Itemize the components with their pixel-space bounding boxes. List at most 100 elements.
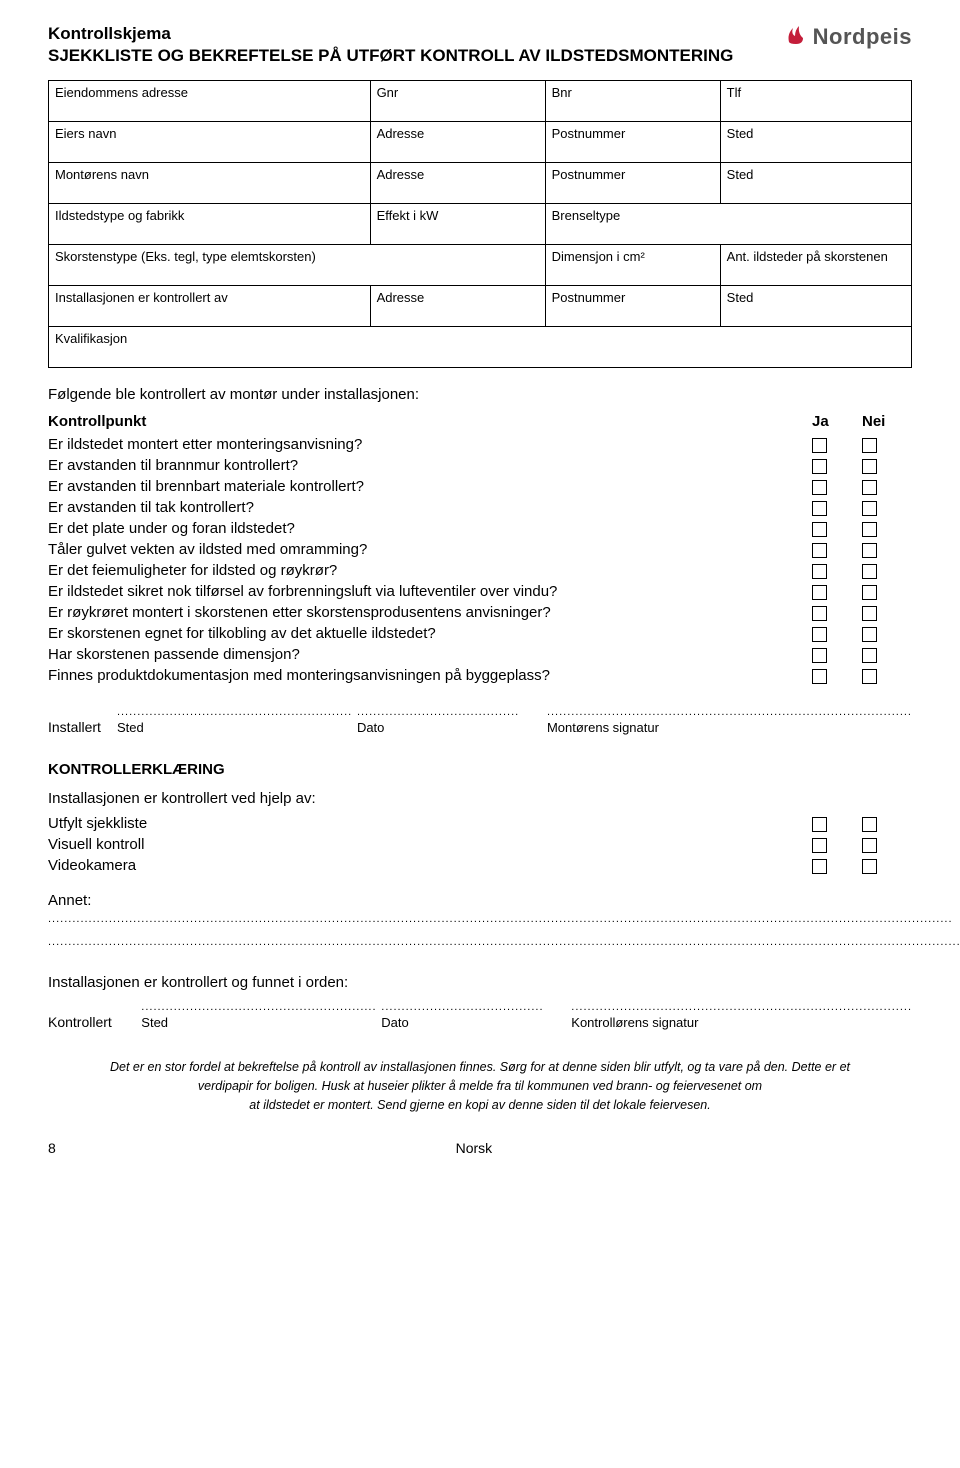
checkbox-ja[interactable]: [812, 627, 827, 642]
dato-label: Dato: [357, 720, 507, 735]
kontrollert-row: Kontrollert ............................…: [48, 1001, 912, 1030]
checklist-row: Har skorstenen passende dimensjon?: [48, 646, 912, 663]
installert-label: Installert: [48, 719, 117, 735]
cell[interactable]: Montørens navn: [49, 163, 371, 204]
logo-text: Nordpeis: [813, 24, 912, 50]
checkbox-nei[interactable]: [862, 648, 877, 663]
kontrollerk-row: Utfylt sjekkliste: [48, 815, 912, 832]
checkbox-ja[interactable]: [812, 480, 827, 495]
cell[interactable]: Adresse: [370, 122, 545, 163]
kontrollerk-item: Utfylt sjekkliste: [48, 815, 812, 832]
installert-row: Installert .............................…: [48, 706, 912, 735]
cell[interactable]: Adresse: [370, 286, 545, 327]
cell[interactable]: Postnummer: [545, 286, 720, 327]
page-number: 8: [48, 1140, 56, 1156]
checklist-row: Tåler gulvet vekten av ildsted med omram…: [48, 541, 912, 558]
cell[interactable]: Eiendommens adresse: [49, 81, 371, 122]
checklist-question: Er røykrøret montert i skorstenen etter …: [48, 604, 812, 621]
checkbox-nei[interactable]: [862, 438, 877, 453]
cell[interactable]: Eiers navn: [49, 122, 371, 163]
dots[interactable]: ........................................…: [547, 706, 912, 718]
checkbox-ja[interactable]: [812, 459, 827, 474]
cell[interactable]: Dimensjon i cm²: [545, 245, 720, 286]
cell[interactable]: Postnummer: [545, 122, 720, 163]
cell[interactable]: Gnr: [370, 81, 545, 122]
cell[interactable]: Tlf: [720, 81, 911, 122]
checklist-row: Er avstanden til brannmur kontrollert?: [48, 457, 912, 474]
checklist-row: Finnes produktdokumentasjon med monterin…: [48, 667, 912, 684]
title-main: Kontrollskjema: [48, 24, 785, 44]
cell[interactable]: Adresse: [370, 163, 545, 204]
annet-row: Annet: .................................…: [48, 892, 912, 926]
checklist-question: Finnes produktdokumentasjon med monterin…: [48, 667, 812, 684]
footnote-l2: verdipapir for boligen. Husk at huseier …: [198, 1079, 762, 1093]
checkbox-ja[interactable]: [812, 522, 827, 537]
checkbox-ja[interactable]: [812, 648, 827, 663]
dots[interactable]: ........................................…: [571, 1001, 912, 1013]
checkbox-ja[interactable]: [812, 564, 827, 579]
checklist-question: Er det feiemuligheter for ildsted og røy…: [48, 562, 812, 579]
checkbox-nei[interactable]: [862, 669, 877, 684]
dots[interactable]: ........................................: [357, 706, 507, 718]
checkbox-nei[interactable]: [862, 522, 877, 537]
cell[interactable]: Skorstenstype (Eks. tegl, type elemtskor…: [49, 245, 546, 286]
sted-label: Sted: [117, 720, 317, 735]
cell[interactable]: Ildstedstype og fabrikk: [49, 204, 371, 245]
checklist: Kontrollpunkt Ja Nei Er ildstedet monter…: [48, 413, 912, 684]
kontrollerk-item: Visuell kontroll: [48, 836, 812, 853]
kontrollert-label: Kontrollert: [48, 1014, 141, 1030]
checkbox-nei[interactable]: [862, 585, 877, 600]
checkbox-nei[interactable]: [862, 480, 877, 495]
cell[interactable]: Effekt i kW: [370, 204, 545, 245]
checkbox-ja[interactable]: [812, 438, 827, 453]
checklist-row: Er avstanden til brennbart materiale kon…: [48, 478, 912, 495]
checkbox-nei[interactable]: [862, 627, 877, 642]
kontrollerk-sub: Installasjonen er kontrollert ved hjelp …: [48, 790, 912, 807]
checklist-question: Er avstanden til brannmur kontrollert?: [48, 457, 812, 474]
section-intro: Følgende ble kontrollert av montør under…: [48, 386, 912, 403]
checkbox-nei[interactable]: [862, 543, 877, 558]
dots[interactable]: ........................................: [381, 1001, 531, 1013]
kontrollerklaering-heading: KONTROLLERKLÆRING: [48, 761, 912, 778]
checkbox-nei[interactable]: [862, 501, 877, 516]
sig-label: Montørens signatur: [547, 720, 912, 735]
checkbox-ja[interactable]: [812, 817, 827, 832]
checkbox-ja[interactable]: [812, 543, 827, 558]
checklist-question: Er ildstedet sikret nok tilførsel av for…: [48, 583, 812, 600]
checkbox-ja[interactable]: [812, 859, 827, 874]
dots[interactable]: ........................................…: [141, 1001, 341, 1013]
cell[interactable]: Sted: [720, 122, 911, 163]
dots[interactable]: ........................................…: [48, 913, 953, 925]
cell[interactable]: Ant. ildsteder på skorstenen: [720, 245, 911, 286]
dots[interactable]: ........................................…: [48, 936, 912, 948]
checkbox-nei[interactable]: [862, 459, 877, 474]
checklist-question: Har skorstenen passende dimensjon?: [48, 646, 812, 663]
checkbox-ja[interactable]: [812, 606, 827, 621]
footnote: Det er en stor fordel at bekreftelse på …: [48, 1058, 912, 1114]
checkbox-nei[interactable]: [862, 838, 877, 853]
kontrollert-line: Installasjonen er kontrollert og funnet …: [48, 974, 912, 991]
checkbox-nei[interactable]: [862, 817, 877, 832]
sted-label: Sted: [141, 1015, 341, 1030]
cell[interactable]: Sted: [720, 163, 911, 204]
cell[interactable]: Installasjonen er kontrollert av: [49, 286, 371, 327]
checkbox-ja[interactable]: [812, 585, 827, 600]
checkbox-ja[interactable]: [812, 501, 827, 516]
checkbox-nei[interactable]: [862, 564, 877, 579]
checklist-row: Er ildstedet sikret nok tilførsel av for…: [48, 583, 912, 600]
footnote-l3: at ildstedet er montert. Send gjerne en …: [249, 1098, 710, 1112]
checklist-row: Er skorstenen egnet for tilkobling av de…: [48, 625, 912, 642]
cell[interactable]: Bnr: [545, 81, 720, 122]
cell[interactable]: Kvalifikasjon: [49, 327, 912, 368]
cell[interactable]: Postnummer: [545, 163, 720, 204]
checkbox-nei[interactable]: [862, 859, 877, 874]
cell[interactable]: Sted: [720, 286, 911, 327]
col-nei: Nei: [862, 413, 912, 430]
cell[interactable]: Brenseltype: [545, 204, 911, 245]
checklist-row: Er avstanden til tak kontrollert?: [48, 499, 912, 516]
checkbox-nei[interactable]: [862, 606, 877, 621]
checkbox-ja[interactable]: [812, 669, 827, 684]
checkbox-ja[interactable]: [812, 838, 827, 853]
dots[interactable]: ........................................…: [117, 706, 317, 718]
checklist-question: Er det plate under og foran ildstedet?: [48, 520, 812, 537]
